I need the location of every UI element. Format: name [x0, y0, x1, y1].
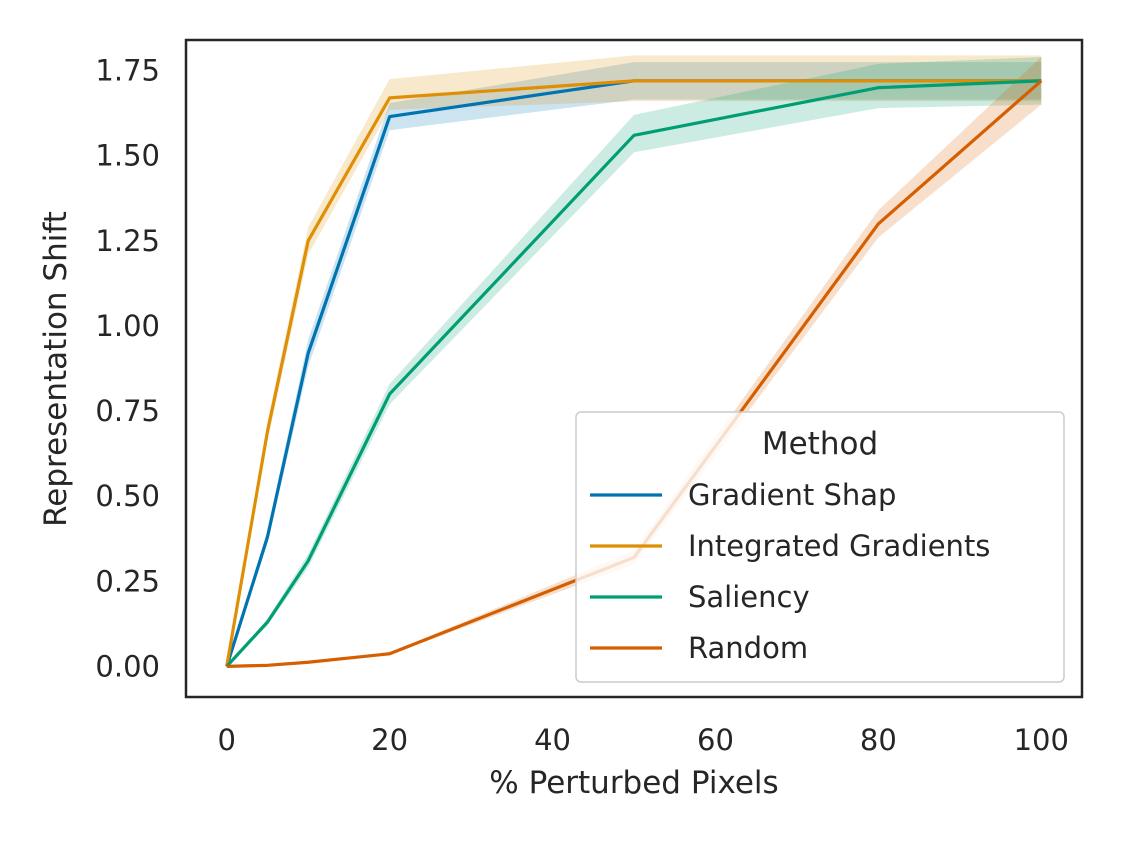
line-integrated-gradients — [225, 79, 1042, 667]
y-axis-title: Representation Shift — [38, 211, 74, 527]
y-tick-label: 1.25 — [95, 224, 160, 258]
legend: Method Gradient Shap Integrated Gradients… — [575, 411, 1065, 683]
line-random — [226, 79, 1043, 668]
series-lines — [225, 79, 1043, 668]
x-tick-label: 0 — [218, 723, 236, 757]
x-tick-label: 20 — [371, 723, 408, 757]
legend-title: Method — [762, 426, 878, 462]
x-axis-title: % Perturbed Pixels — [489, 765, 778, 801]
legend-label-random: Random — [688, 631, 808, 665]
y-tick-label: 1.00 — [95, 309, 160, 343]
y-tick-label: 0.25 — [95, 564, 160, 598]
legend-label-gradient-shap: Gradient Shap — [688, 478, 896, 512]
line-saliency — [225, 79, 1042, 668]
y-tick-label: 0.75 — [95, 394, 160, 428]
plot-frame — [184, 38, 1084, 699]
x-tick-label: 100 — [1014, 723, 1069, 757]
x-axis-ticks: 0 20 40 60 80 100 — [218, 723, 1069, 757]
y-tick-label: 0.50 — [95, 479, 160, 513]
y-tick-label: 0.00 — [95, 649, 160, 683]
x-tick-label: 80 — [860, 723, 897, 757]
legend-label-saliency: Saliency — [688, 580, 810, 614]
legend-box — [575, 411, 1065, 683]
x-tick-label: 60 — [697, 723, 734, 757]
y-tick-label: 1.50 — [95, 139, 160, 173]
x-tick-label: 40 — [534, 723, 571, 757]
y-tick-label: 1.75 — [95, 54, 160, 88]
legend-label-integrated-gradients: Integrated Gradients — [688, 529, 990, 563]
y-axis-ticks: 0.00 0.25 0.50 0.75 1.00 1.25 1.50 1.75 — [95, 54, 160, 684]
